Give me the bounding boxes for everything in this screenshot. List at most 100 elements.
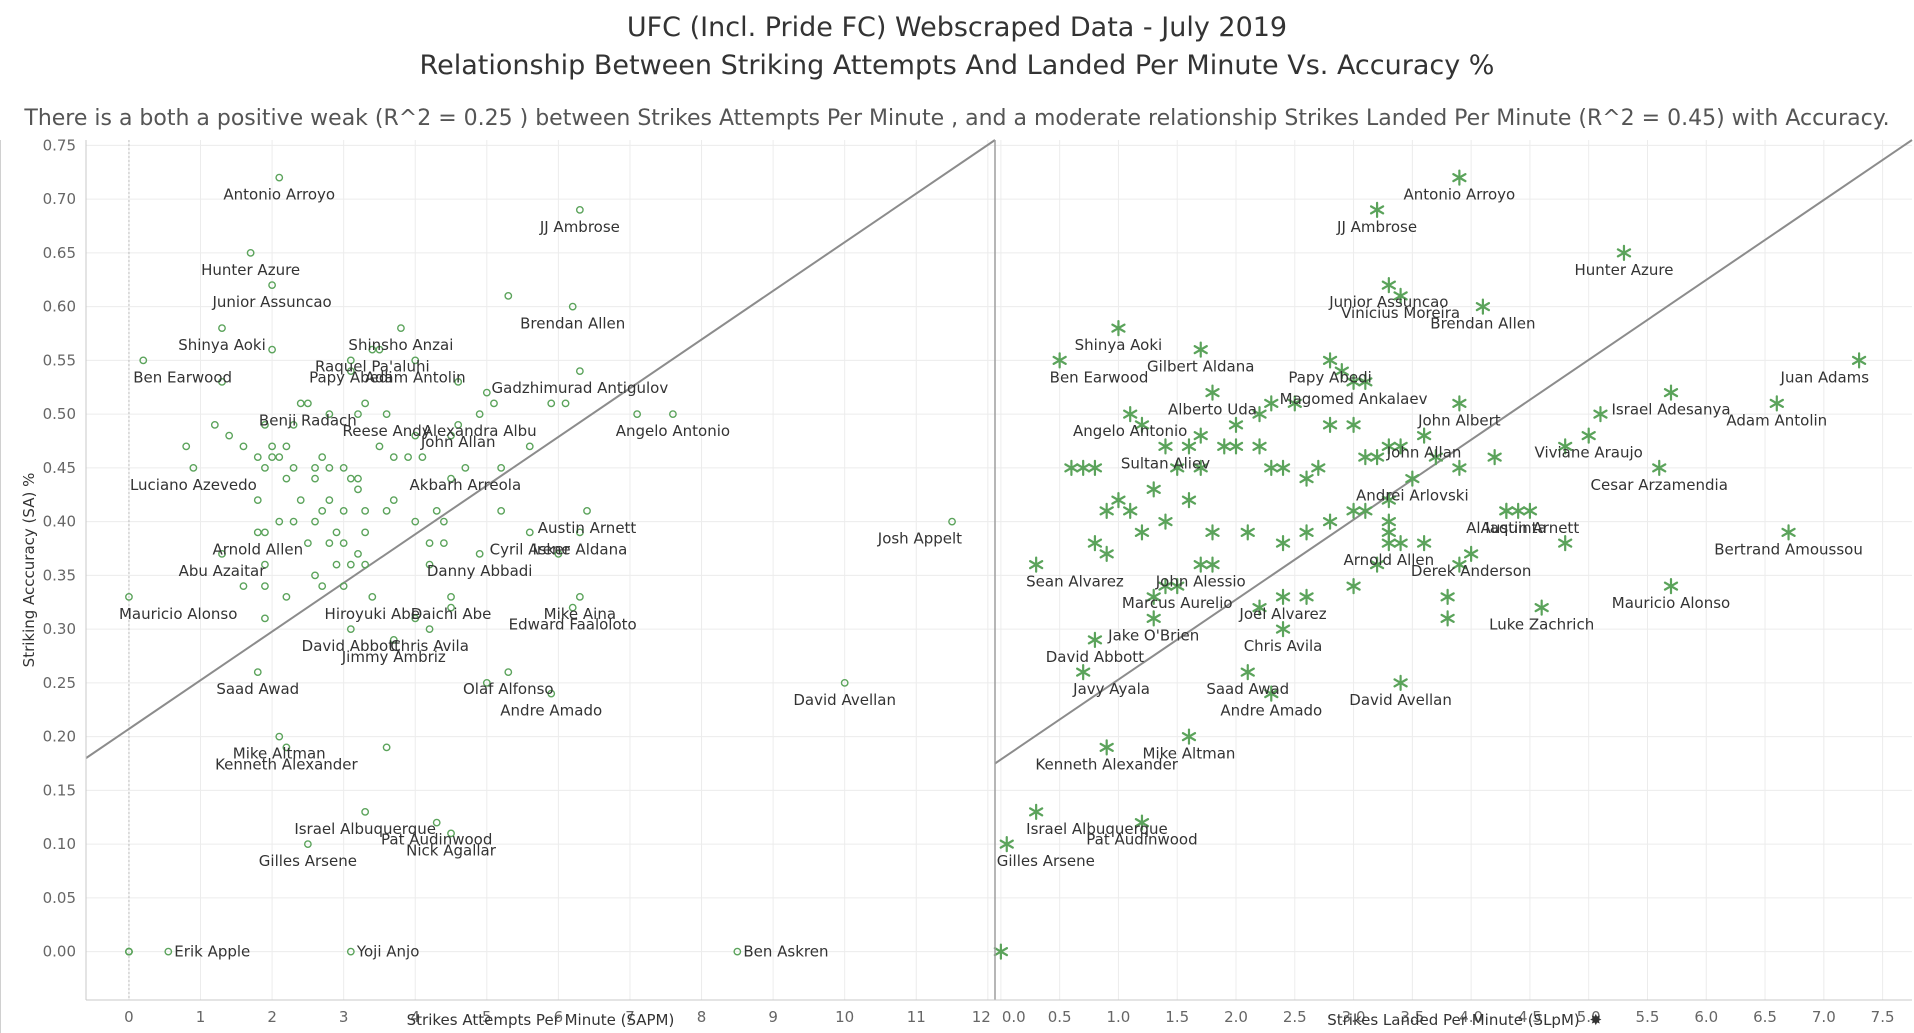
data-point: [361, 506, 370, 515]
data-point: [1334, 363, 1349, 380]
y-tick-label: 0.55: [43, 351, 76, 369]
data-point: [253, 528, 262, 537]
data-point: [1381, 277, 1397, 294]
data-point: [1193, 556, 1208, 573]
data-point: [1146, 588, 1161, 605]
x-tick-label: 6.5: [1753, 1008, 1777, 1026]
data-point: [346, 356, 355, 365]
data-point: [282, 474, 291, 483]
point-label: David Abbott: [302, 637, 400, 655]
data-point: [318, 582, 327, 591]
data-point: [282, 592, 291, 601]
data-point: [225, 431, 234, 440]
data-point: [1205, 524, 1220, 541]
data-point: [447, 474, 455, 483]
point-label: Sean Alvarez: [1026, 573, 1124, 591]
data-point: [1358, 373, 1373, 390]
point-label: Bertrand Amoussou: [1714, 540, 1863, 558]
data-point: [1158, 513, 1173, 530]
data-point: [382, 506, 391, 515]
point-label: Gilbert Aldana: [1147, 358, 1254, 376]
y-tick-label: 0.70: [43, 190, 76, 208]
data-point: [439, 517, 448, 526]
data-point: [389, 453, 398, 462]
data-point: [1452, 395, 1467, 412]
data-point: [1275, 459, 1291, 476]
point-label: Austin Arnett: [538, 519, 637, 537]
point-label: Yoji Anjo: [356, 943, 420, 961]
data-point: [447, 592, 455, 601]
point-label: Akbarh Arreola: [410, 476, 522, 494]
point-label: Antonio Arroyo: [1404, 186, 1516, 204]
data-point: [482, 678, 491, 687]
data-point: [164, 947, 173, 956]
data-point: [1358, 449, 1373, 466]
data-point: [368, 345, 377, 354]
data-point: [239, 442, 248, 451]
data-point: [268, 345, 276, 354]
data-point: [1181, 492, 1197, 509]
data-point: [1193, 341, 1208, 358]
data-point: [1123, 502, 1138, 519]
data-point: [1170, 459, 1185, 476]
data-point: [361, 807, 370, 816]
point-label: Israel Albuquerque: [1026, 820, 1168, 838]
point-label: Sultan Aliev: [1121, 454, 1210, 472]
data-point: [1299, 588, 1314, 605]
point-label: Papy Abedi: [309, 368, 392, 386]
data-point: [1652, 459, 1667, 476]
data-point: [583, 506, 591, 515]
data-point: [948, 517, 956, 526]
point-label: John Allan: [1386, 444, 1462, 462]
data-point: [1346, 373, 1361, 390]
y-tick-label: 0.15: [43, 781, 76, 799]
point-label: Daichi Abe: [411, 605, 492, 623]
data-point: [253, 453, 262, 462]
data-point: [139, 356, 148, 365]
data-point: [325, 410, 334, 419]
data-point: [1311, 459, 1326, 476]
point-label: Pat Audinwood: [381, 831, 492, 849]
data-point: [1463, 545, 1479, 562]
point-label: Marcus Aurelio: [1122, 594, 1233, 612]
y-tick-label: 0.30: [43, 620, 76, 638]
slpm-trendline: [994, 139, 1913, 765]
data-point: [1440, 588, 1455, 605]
point-label: Viviane Araujo: [1535, 444, 1643, 462]
data-point: [1076, 459, 1091, 476]
data-point: [1393, 287, 1408, 304]
point-label: David Abbott: [1046, 648, 1144, 666]
point-label: David Avellan: [793, 691, 896, 709]
point-label: Kenneth Alexander: [1035, 755, 1178, 773]
data-point: [1228, 438, 1244, 455]
point-label: Adam Antolin: [365, 368, 466, 386]
point-label: Cyril Asker: [490, 540, 571, 558]
data-point: [1475, 298, 1491, 315]
x-tick-label: 11: [907, 1008, 926, 1026]
data-point: [439, 539, 448, 548]
point-label: Abu Azaitar: [179, 562, 267, 580]
point-label: Arnold Allen: [1344, 551, 1435, 569]
data-point: [1346, 578, 1361, 595]
data-point: [454, 377, 463, 386]
data-point: [1663, 578, 1679, 595]
point-label: Brendan Allen: [520, 315, 625, 333]
y-tick-label: 0.45: [43, 459, 76, 477]
point-label: Saad Awad: [216, 680, 299, 698]
x-tick-label: 6: [554, 1008, 564, 1026]
data-point: [425, 560, 434, 569]
point-label: Derek Anderson: [1411, 562, 1531, 580]
data-point: [346, 947, 355, 956]
data-point: [1851, 352, 1867, 369]
data-point: [325, 463, 334, 472]
data-point: [575, 205, 584, 214]
sapm-x-axis-title: Strikes Attempts Per Minute (SAPM): [407, 1011, 675, 1029]
point-label: Angelo Antonio: [1073, 422, 1187, 440]
data-point: [1369, 556, 1385, 573]
data-point: [993, 943, 1009, 960]
data-point: [1358, 502, 1373, 519]
data-point: [1193, 427, 1208, 444]
sapm-pane: 0 1 2 3 4 5 6 7 8 9 10 11 120.000.050.100.150.200.25…: [20, 136, 996, 1029]
data-point: [346, 474, 355, 483]
data-point: [547, 689, 556, 698]
